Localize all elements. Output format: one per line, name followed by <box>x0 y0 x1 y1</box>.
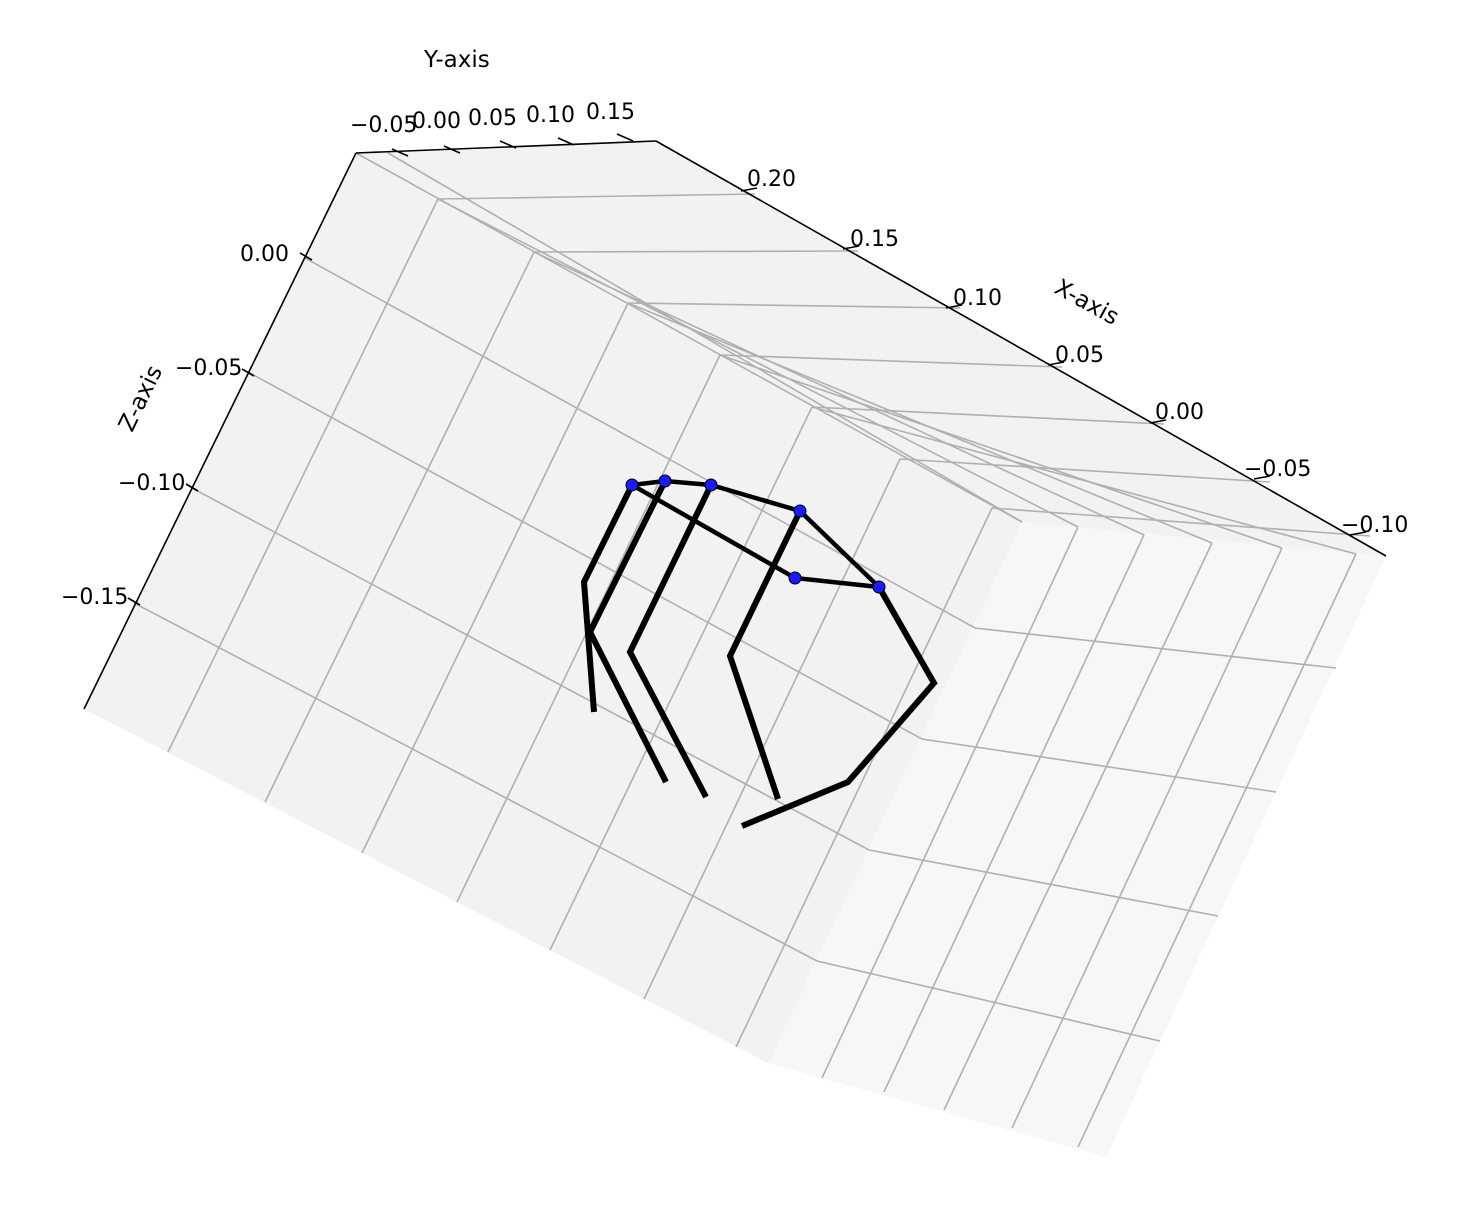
tick-mark <box>127 597 141 606</box>
finger-line <box>740 585 938 829</box>
tick-mark <box>740 187 758 192</box>
finger-line <box>726 509 803 800</box>
x-tick-label: −0.10 <box>1341 513 1408 538</box>
x-tick-label: −0.05 <box>1244 457 1311 482</box>
finger-line <box>586 479 669 784</box>
joint-marker <box>793 504 807 518</box>
joint-marker <box>788 571 802 585</box>
tick-mark <box>185 483 199 492</box>
joint-marker <box>658 474 672 488</box>
tick-mark <box>241 368 255 377</box>
tick-mark <box>443 145 461 154</box>
z-tick-label: −0.10 <box>118 471 185 496</box>
tick-mark <box>1149 419 1167 424</box>
z-tick-labels: 0.00 −0.05 −0.10 −0.15 <box>61 242 289 610</box>
x-tick-label: 0.15 <box>850 227 899 252</box>
tick-mark <box>842 245 860 250</box>
z-tick-label: 0.00 <box>240 242 289 267</box>
z-axis-title: Z-axis <box>114 362 168 436</box>
tick-mark <box>945 304 963 309</box>
tick-mark <box>299 252 313 261</box>
tick-marks <box>127 133 1367 606</box>
tick-mark <box>557 137 575 146</box>
z-tick-label: −0.15 <box>61 585 128 610</box>
tick-mark <box>391 148 409 157</box>
joint-marker <box>704 478 718 492</box>
z-tick-label: −0.05 <box>175 356 242 381</box>
x-axis-title: X-axis <box>1050 275 1123 331</box>
finger-line <box>626 483 714 799</box>
x-axis-line <box>655 140 1387 557</box>
x-tick-label: 0.20 <box>747 167 796 192</box>
x-tick-label: 0.05 <box>1055 343 1104 368</box>
tick-mark <box>616 133 634 142</box>
y-tick-label: 0.10 <box>526 103 575 128</box>
y-axis-line <box>355 140 657 154</box>
x-tick-label: 0.00 <box>1155 400 1204 425</box>
tick-mark <box>1047 361 1065 366</box>
z-axis-line <box>83 152 357 710</box>
tick-mark <box>1253 475 1271 480</box>
joint-marker <box>625 478 639 492</box>
tick-mark <box>499 140 517 149</box>
joint-marker <box>872 580 886 594</box>
y-tick-labels: −0.05 0.00 0.05 0.10 0.15 <box>350 100 635 138</box>
joint-markers <box>625 474 886 594</box>
x-tick-labels: 0.20 0.15 0.10 0.05 0.00 −0.05 −0.10 <box>747 167 1408 538</box>
grid-lines <box>133 152 1371 1148</box>
y-tick-label: 0.15 <box>586 100 635 125</box>
y-tick-label: 0.05 <box>468 106 517 131</box>
y-tick-label: −0.05 <box>350 113 417 138</box>
y-tick-label: 0.00 <box>412 109 461 134</box>
finger-line <box>580 483 635 713</box>
pane-right <box>768 522 1386 1157</box>
y-axis-title: Y-axis <box>423 47 490 73</box>
axis-lines <box>83 140 1387 710</box>
x-tick-label: 0.10 <box>953 286 1002 311</box>
tick-mark <box>1349 531 1367 536</box>
